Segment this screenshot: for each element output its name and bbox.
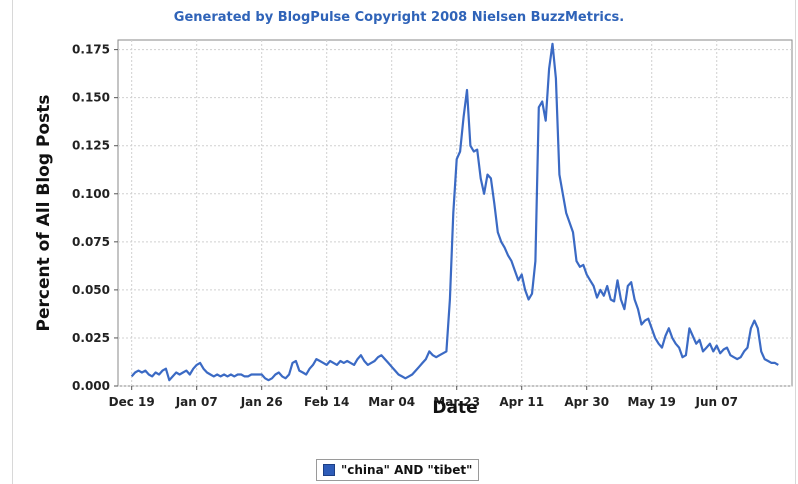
y-tick-label: 0.075 [72,235,110,249]
x-tick-label: Jun 07 [695,395,738,409]
y-tick-label: 0.050 [72,283,110,297]
chart-border [12,0,796,484]
series-line-china-tibet [130,42,779,382]
legend-swatch [323,464,335,476]
x-tick-label: May 19 [628,395,676,409]
y-tick-label: 0.150 [72,91,110,105]
x-tick-label: Feb 14 [304,395,349,409]
chart-legend: "china" AND "tibet" [316,459,480,481]
y-axis-label: Percent of All Blog Posts [34,95,54,332]
x-axis-label: Date [432,398,477,418]
x-tick-label: Mar 04 [368,395,415,409]
x-tick-label: Jan 07 [175,395,218,409]
y-tick-label: 0.100 [72,187,110,201]
chart-credit: Generated by BlogPulse Copyright 2008 Ni… [173,10,625,25]
x-tick-label: Mar 23 [433,395,480,409]
x-tick-label: Apr 11 [499,395,544,409]
y-tick-label: 0.025 [72,331,110,345]
y-tick-label: 0.175 [72,43,110,57]
legend-label: "china" AND "tibet" [341,463,473,477]
y-tick-label: 0.000 [72,379,110,393]
x-tick-label: Dec 19 [109,395,155,409]
y-tick-label: 0.125 [72,139,110,153]
x-tick-label: Apr 30 [564,395,609,409]
x-tick-label: Jan 26 [240,395,283,409]
